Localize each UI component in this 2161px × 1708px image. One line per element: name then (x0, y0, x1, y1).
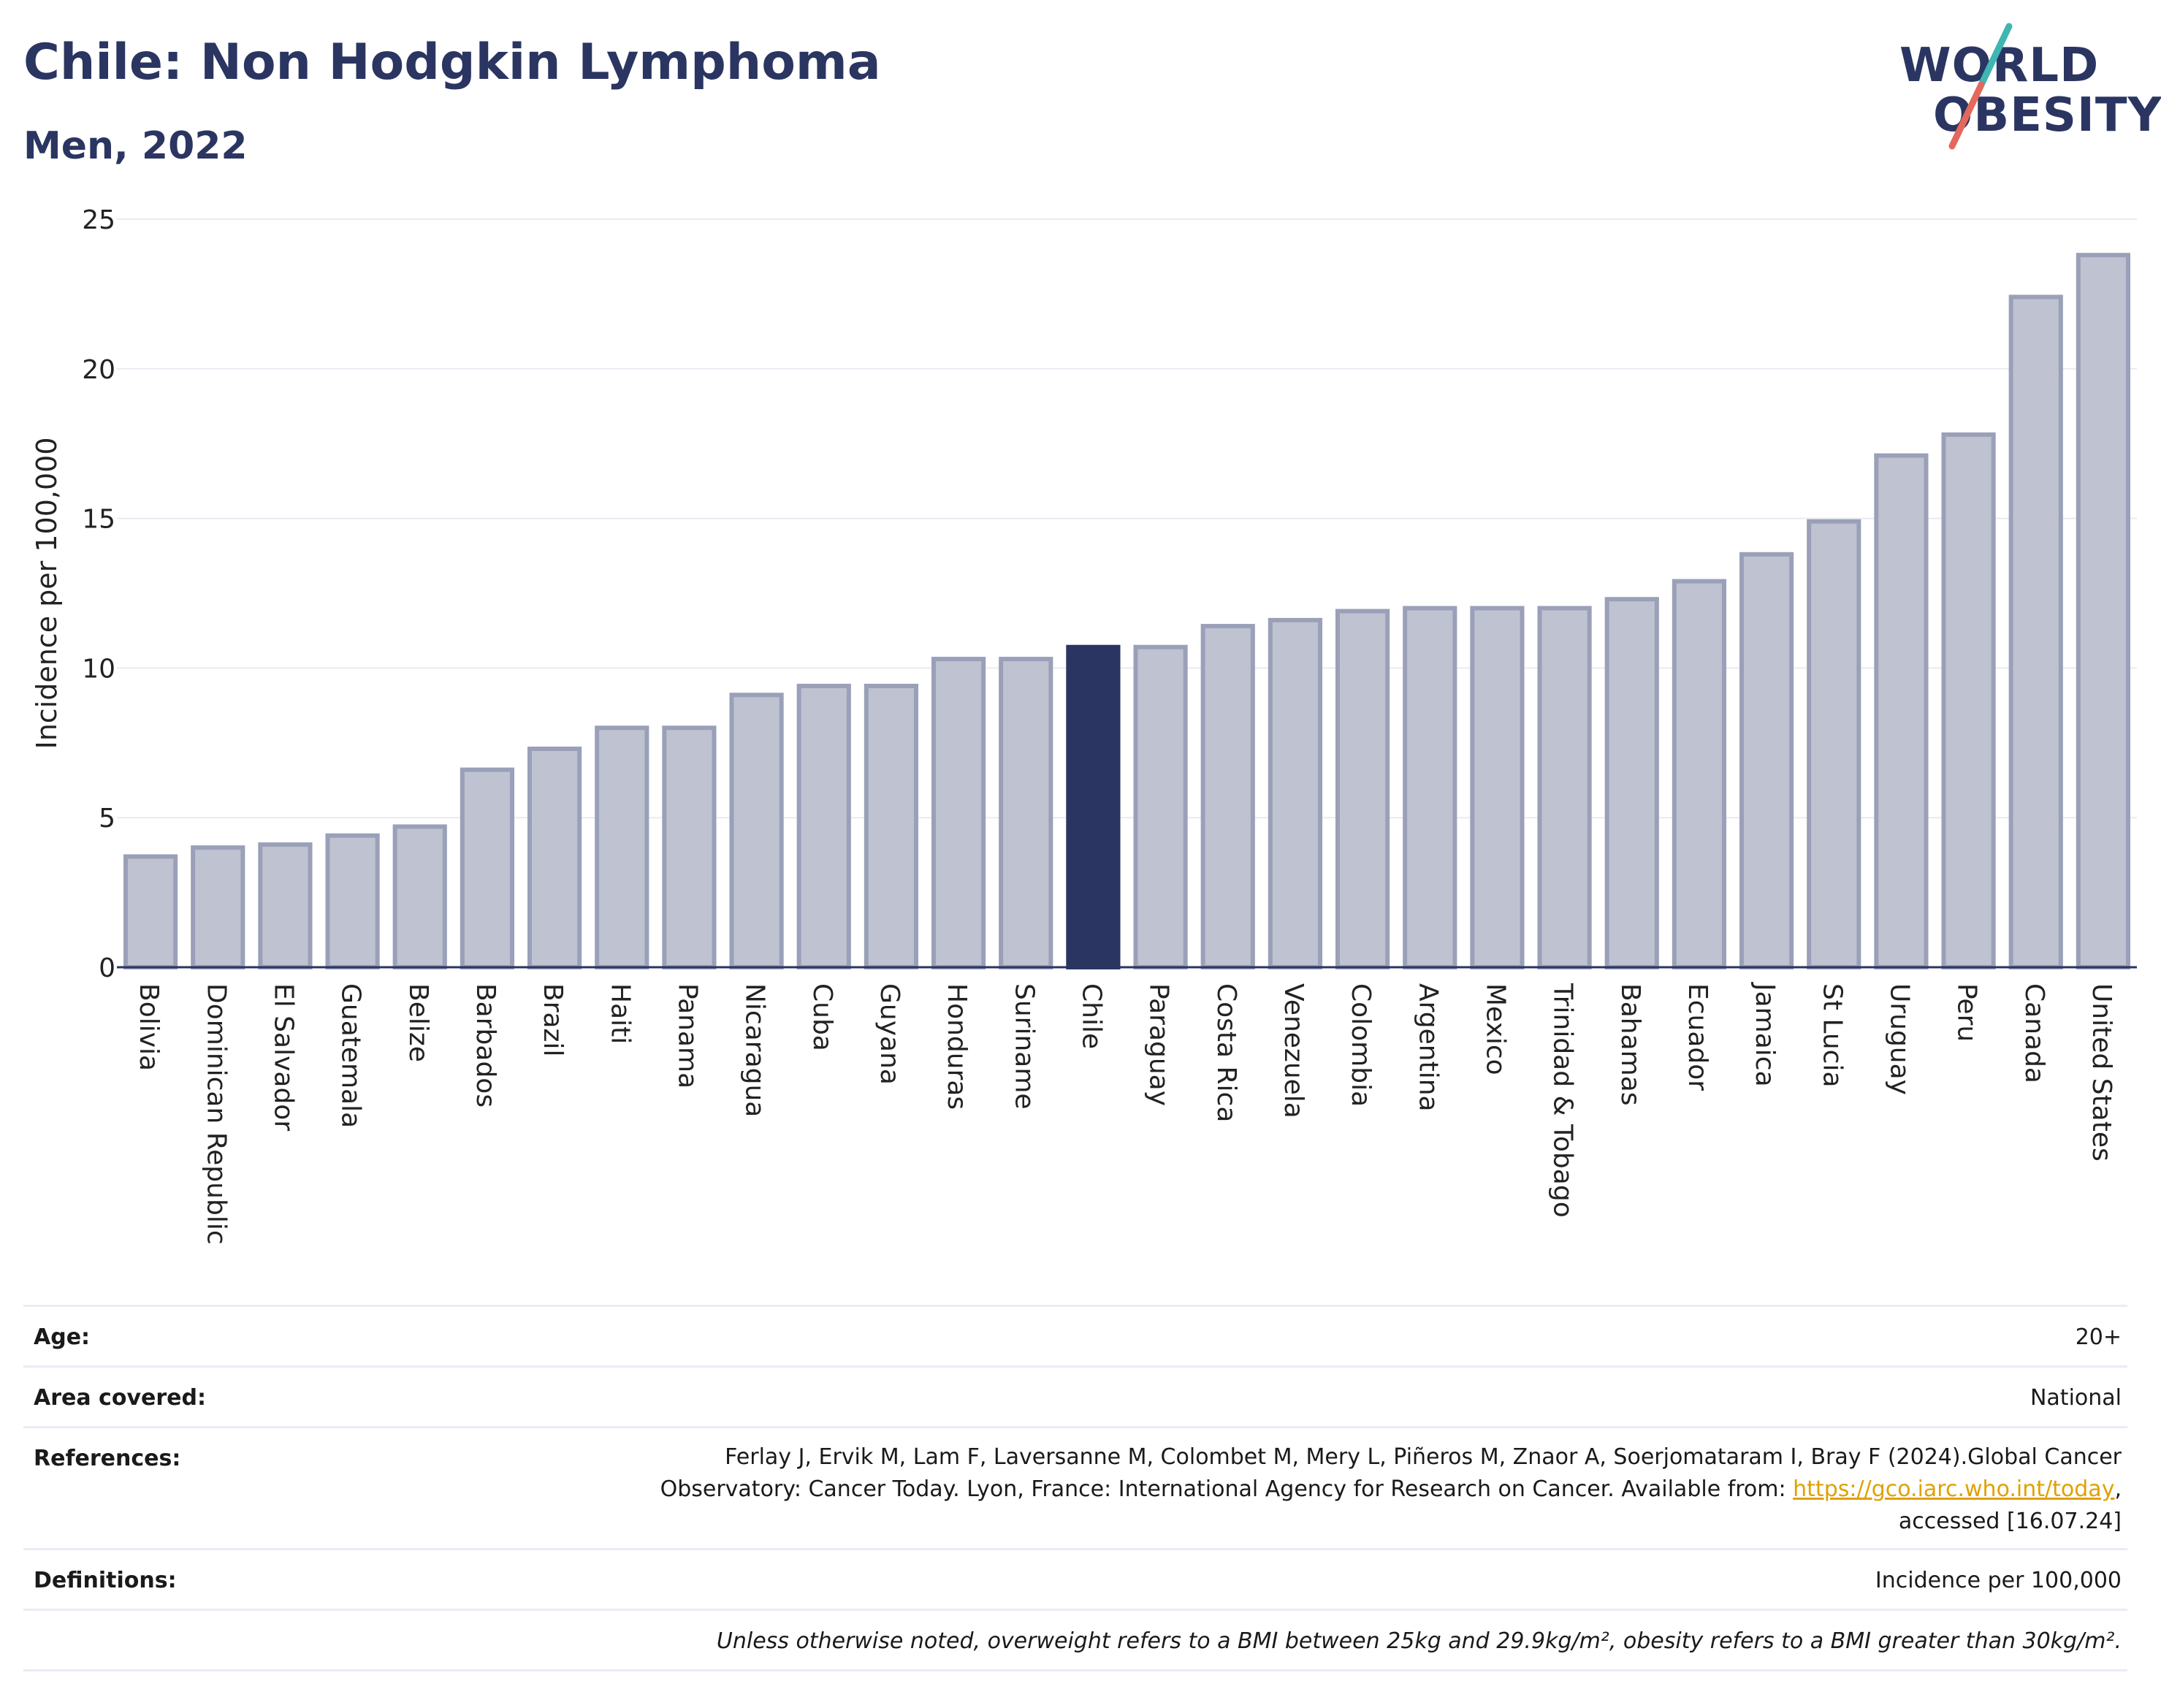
x-tick-label: Canada (2019, 983, 2049, 1083)
y-tick-label: 5 (99, 804, 115, 834)
bar-suriname (999, 657, 1053, 969)
x-tick-label: Haiti (605, 983, 635, 1044)
x-tick-label: Venezuela (1278, 983, 1308, 1118)
x-tick-label: Jamaica (1750, 982, 1780, 1087)
definitions-note: Unless otherwise noted, overweight refer… (716, 1628, 2122, 1654)
y-tick-label: 25 (82, 205, 115, 235)
x-tick-label: St Lucia (1817, 983, 1847, 1088)
bar-guyana (864, 683, 919, 969)
x-tick-label: Honduras (942, 983, 972, 1110)
x-tick-label: Colombia (1346, 983, 1376, 1107)
x-tick-label: Guatemala (336, 983, 366, 1128)
x-tick-label: El Salvador (268, 983, 298, 1131)
x-tick-label: Cuba (807, 983, 837, 1051)
x-tick-label: Belize (403, 983, 433, 1062)
x-tick-label: Dominican Republic (201, 983, 231, 1245)
x-tick-label: Chile (1076, 983, 1106, 1049)
bar-honduras (931, 657, 986, 969)
bar-united-states (2076, 253, 2131, 970)
bar-chile (1066, 644, 1121, 970)
bar-belize (392, 824, 447, 970)
y-axis-label: Incidence per 100,000 (31, 437, 63, 750)
references-line-2: Observatory: Cancer Today. Lyon, France:… (660, 1476, 2122, 1502)
x-tick-label: Bahamas (1615, 983, 1645, 1106)
x-tick-label: Mexico (1480, 983, 1510, 1075)
info-row-note: Unless otherwise noted, overweight refer… (23, 1609, 2127, 1671)
info-row-definitions: Definitions: Incidence per 100,000 (23, 1548, 2127, 1609)
bar-haiti (595, 725, 649, 969)
x-tick-label: Guyana (874, 983, 904, 1085)
bar-chart: 0 5 10 15 20 25 Bolivia Dominican Republic El Sa… (82, 205, 2137, 1245)
page-subtitle: Men, 2022 (23, 124, 248, 168)
page-title: Chile: Non Hodgkin Lymphoma (23, 34, 881, 91)
bar-canada (2008, 294, 2063, 970)
x-tick-label: Trinidad & Tobago (1548, 983, 1578, 1218)
info-table: Age: 20+ Area covered: National Referenc… (23, 1305, 2127, 1671)
x-tick-label: Bolivia (134, 983, 164, 1071)
bar-st-lucia (1807, 519, 1861, 969)
bar-panama (662, 725, 717, 969)
x-tick-label: United States (2086, 983, 2116, 1162)
bar-guatemala (325, 833, 380, 969)
references-line-3: accessed [16.07.24] (1898, 1509, 2122, 1534)
info-row-area: Area covered: National (23, 1365, 2127, 1426)
references-value: Ferlay J, Ervik M, Lam F, Laversanne M, … (660, 1441, 2122, 1538)
x-tick-label: Paraguay (1144, 983, 1174, 1106)
logo-slash-icon (1948, 23, 2013, 150)
bar-peru (1941, 432, 1996, 969)
age-label: Age: (34, 1324, 91, 1350)
y-tick-label: 15 (82, 505, 115, 535)
bar-trinidad-tobago (1537, 606, 1592, 969)
references-label: References: (34, 1446, 181, 1471)
bar-colombia (1335, 609, 1390, 969)
age-value: 20+ (2075, 1324, 2122, 1350)
bar-ecuador (1672, 579, 1727, 969)
info-row-age: Age: 20+ (23, 1305, 2127, 1365)
area-value: National (2029, 1385, 2122, 1411)
x-tick-label: Costa Rica (1211, 983, 1241, 1122)
bar-cuba (796, 683, 851, 969)
bar-bahamas (1604, 597, 1659, 970)
y-tick-label: 20 (82, 355, 115, 385)
x-tick-label: Uruguay (1884, 983, 1914, 1095)
definitions-label: Definitions: (34, 1568, 177, 1593)
info-row-references: References: Ferlay J, Ervik M, Lam F, La… (23, 1426, 2127, 1548)
x-tick-label: Brazil (538, 983, 568, 1056)
x-tick-label: Ecuador (1682, 983, 1712, 1091)
world-obesity-logo: WORLD OBESITY (1899, 20, 2161, 159)
references-line-1: Ferlay J, Ervik M, Lam F, Laversanne M, … (725, 1444, 2122, 1470)
bar-paraguay (1133, 644, 1188, 970)
x-tick-label: Nicaragua (740, 983, 770, 1117)
x-tick-label: Barbados (470, 983, 500, 1107)
y-tick-label: 0 (99, 953, 115, 983)
y-tick-label: 10 (82, 654, 115, 684)
bar-venezuela (1268, 617, 1323, 969)
bar-brazil (527, 746, 582, 969)
references-link[interactable]: https://gco.iarc.who.int/today (1793, 1476, 2115, 1502)
x-tick-label: Peru (1952, 983, 1982, 1042)
bar-nicaragua (729, 693, 784, 969)
bar-barbados (460, 767, 515, 969)
x-tick-label: Suriname (1009, 983, 1039, 1110)
bar-jamaica (1739, 552, 1794, 969)
bar-uruguay (1874, 453, 1929, 969)
bar-costa-rica (1200, 624, 1255, 970)
bar-el-salvador (258, 842, 313, 969)
bar-dominican-republic (191, 845, 245, 970)
x-tick-label: Argentina (1413, 983, 1443, 1112)
area-label: Area covered: (34, 1385, 206, 1411)
x-tick-label: Panama (672, 983, 702, 1089)
bar-mexico (1470, 606, 1525, 969)
bar-bolivia (123, 854, 178, 969)
definitions-value: Incidence per 100,000 (1875, 1568, 2122, 1593)
bar-argentina (1403, 606, 1457, 969)
